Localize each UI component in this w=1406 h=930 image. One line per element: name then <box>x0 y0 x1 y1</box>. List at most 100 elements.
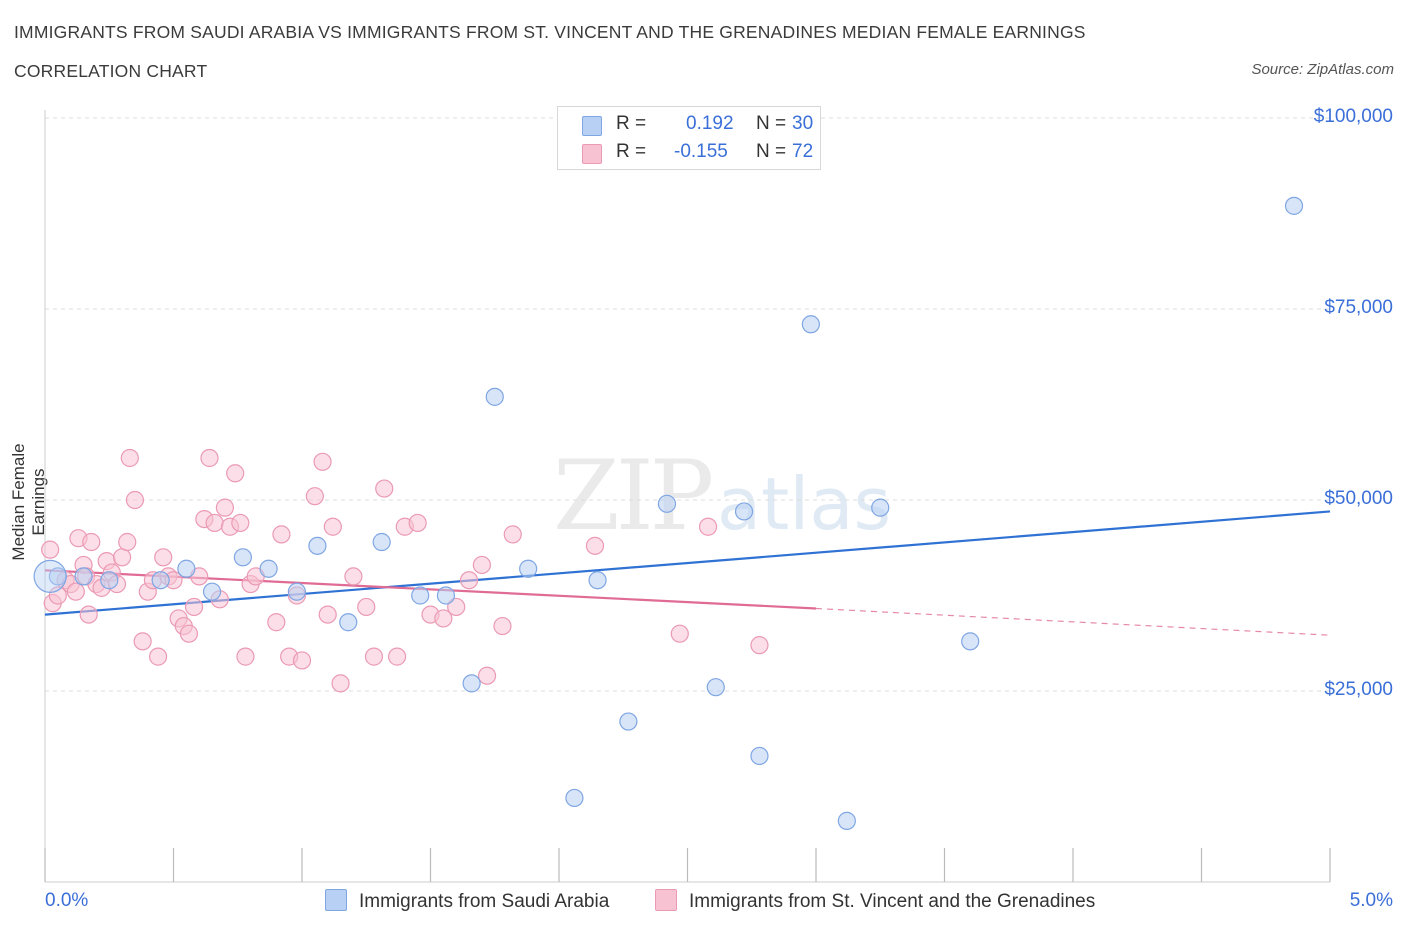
data-point-saudi <box>519 559 538 578</box>
data-point-vincent <box>447 597 466 617</box>
data-point-saudi <box>961 632 980 651</box>
legend-r-value-saudi: 0.192 <box>686 113 734 134</box>
data-point-saudi <box>657 494 677 513</box>
y-tick-label: $75,000 <box>1324 297 1393 318</box>
data-point-vincent <box>670 624 689 643</box>
data-point-saudi <box>202 582 222 601</box>
data-point-vincent <box>408 513 427 533</box>
legend-n-value-vincent: 72 <box>792 141 814 162</box>
data-point-vincent <box>493 616 512 636</box>
legend-n-label: N = <box>756 141 787 162</box>
data-point-vincent <box>205 513 224 533</box>
x-tick-label-min: 0.0% <box>45 890 89 911</box>
watermark-zip: ZIP <box>553 440 714 552</box>
bottom-legend-label-vincent: Immigrants from St. Vincent and the Gren… <box>689 891 1096 912</box>
data-point-vincent <box>112 548 132 567</box>
data-point-vincent <box>459 571 479 590</box>
data-point-vincent <box>318 605 337 624</box>
legend-r-label: R = <box>616 141 647 162</box>
data-point-saudi <box>233 548 252 567</box>
data-point-vincent <box>154 548 173 567</box>
data-point-vincent <box>118 532 137 552</box>
data-point-vincent <box>48 586 67 605</box>
data-point-vincent <box>292 651 312 670</box>
data-point-vincent <box>323 517 342 536</box>
data-point-saudi <box>734 502 754 521</box>
data-point-saudi <box>565 788 584 808</box>
data-point-saudi <box>339 613 358 632</box>
bottom-legend-label-saudi: Immigrants from Saudi Arabia <box>359 891 610 912</box>
data-point-saudi <box>177 559 196 578</box>
data-point-vincent <box>364 647 384 666</box>
data-point-saudi <box>462 674 481 693</box>
data-point-vincent <box>148 647 168 666</box>
data-point-saudi <box>436 586 456 605</box>
data-point-saudi <box>308 536 327 555</box>
data-point-vincent <box>387 647 407 666</box>
data-point-saudi <box>100 571 119 590</box>
bottom-legend-swatch-saudi <box>325 889 347 911</box>
data-point-saudi <box>750 746 769 766</box>
data-point-vincent <box>585 536 605 555</box>
data-point-vincent <box>125 490 145 510</box>
data-point-saudi <box>801 315 820 334</box>
data-point-vincent <box>272 525 291 544</box>
legend-n-label: N = <box>756 113 787 134</box>
bottom-legend-vincent: Immigrants from St. Vincent and the Gren… <box>655 889 1095 913</box>
data-point-vincent <box>66 582 85 601</box>
data-point-vincent <box>344 567 363 586</box>
data-point-vincent <box>313 452 332 471</box>
y-tick-label: $100,000 <box>1313 106 1393 127</box>
data-point-saudi <box>706 678 725 697</box>
source-label: Source: ZipAtlas.com <box>1251 61 1394 78</box>
chart-title: IMMIGRANTS FROM SAUDI ARABIA VS IMMIGRAN… <box>14 22 1086 42</box>
data-point-saudi <box>485 387 504 406</box>
correlation-legend: R = 0.192 N = 30 R = -0.155 N = 72 <box>557 106 821 170</box>
data-point-saudi <box>287 582 306 601</box>
data-point-vincent <box>472 555 491 575</box>
data-point-saudi <box>588 571 607 590</box>
data-point-vincent <box>375 479 394 498</box>
y-tick-label: $50,000 <box>1324 488 1393 509</box>
data-point-saudi <box>33 559 67 594</box>
data-point-saudi <box>619 712 638 731</box>
chart-subtitle: CORRELATION CHART <box>14 61 208 81</box>
data-point-saudi <box>871 498 890 517</box>
data-point-vincent <box>477 666 497 685</box>
data-point-vincent <box>179 624 199 643</box>
bottom-legend-swatch-vincent <box>655 889 677 911</box>
data-point-saudi <box>259 559 278 578</box>
data-point-vincent <box>503 525 522 544</box>
data-point-vincent <box>184 597 204 617</box>
data-point-vincent <box>200 448 219 468</box>
data-point-vincent <box>750 636 769 655</box>
data-point-vincent <box>267 613 286 632</box>
data-point-vincent <box>231 513 250 533</box>
data-point-vincent <box>120 448 139 468</box>
legend-n-value-saudi: 30 <box>792 113 814 134</box>
data-point-saudi <box>837 811 856 830</box>
data-point-vincent <box>82 532 101 552</box>
point-layer <box>33 196 1304 830</box>
legend-swatch-vincent <box>582 144 602 164</box>
legend-r-value-vincent: -0.155 <box>674 141 728 162</box>
data-point-saudi <box>411 586 430 605</box>
trend-line-extension <box>815 607 1331 636</box>
bottom-legend-saudi: Immigrants from Saudi Arabia <box>325 889 609 913</box>
x-tick-label-max: 5.0% <box>1349 890 1393 911</box>
data-point-saudi <box>1284 196 1304 215</box>
data-point-saudi <box>74 567 93 586</box>
legend-r-label: R = <box>616 113 647 134</box>
data-point-vincent <box>698 517 718 536</box>
data-point-saudi <box>151 571 170 590</box>
legend-swatch-saudi <box>582 116 602 136</box>
data-point-vincent <box>434 609 453 628</box>
data-point-vincent <box>305 487 324 506</box>
data-point-vincent <box>357 597 376 617</box>
data-point-saudi <box>372 532 391 552</box>
data-point-vincent <box>226 464 245 483</box>
data-point-vincent <box>133 632 152 651</box>
axis-layer <box>44 110 1331 883</box>
data-point-vincent <box>41 540 60 559</box>
y-tick-label: $25,000 <box>1324 679 1393 700</box>
